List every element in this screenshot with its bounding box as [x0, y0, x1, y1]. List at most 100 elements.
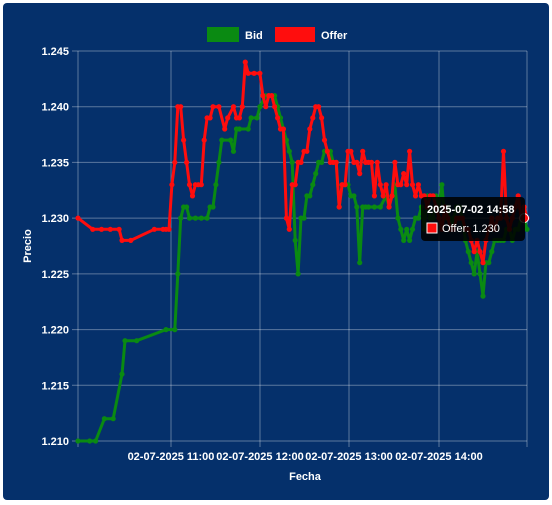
- data-point-offer[interactable]: [398, 182, 404, 188]
- data-point-offer[interactable]: [181, 137, 187, 143]
- data-point-offer[interactable]: [298, 159, 304, 165]
- data-point-offer[interactable]: [336, 204, 342, 210]
- legend-swatch-offer[interactable]: [275, 27, 315, 42]
- data-point-bid[interactable]: [409, 226, 416, 232]
- data-point-offer[interactable]: [107, 226, 113, 232]
- data-point-offer[interactable]: [184, 159, 190, 165]
- data-point-offer[interactable]: [333, 159, 339, 165]
- data-point-offer[interactable]: [409, 182, 416, 188]
- data-point-offer[interactable]: [239, 104, 245, 110]
- data-point-bid[interactable]: [354, 204, 360, 210]
- data-point-bid[interactable]: [248, 115, 254, 121]
- data-point-offer[interactable]: [128, 237, 134, 243]
- data-point-bid[interactable]: [163, 327, 169, 333]
- data-point-offer[interactable]: [98, 226, 105, 232]
- data-point-bid[interactable]: [480, 293, 486, 299]
- data-point-offer[interactable]: [407, 148, 413, 154]
- data-point-bid[interactable]: [219, 137, 225, 143]
- data-point-offer[interactable]: [389, 193, 395, 199]
- data-point-bid[interactable]: [286, 148, 292, 154]
- data-point-offer[interactable]: [310, 115, 316, 121]
- data-point-bid[interactable]: [184, 204, 190, 210]
- data-point-bid[interactable]: [295, 271, 301, 277]
- data-point-offer[interactable]: [242, 59, 248, 65]
- data-point-bid[interactable]: [192, 215, 198, 221]
- data-point-bid[interactable]: [477, 271, 483, 277]
- data-point-offer[interactable]: [380, 193, 386, 199]
- data-point-offer[interactable]: [225, 115, 231, 121]
- data-point-bid[interactable]: [257, 104, 263, 110]
- data-point-offer[interactable]: [386, 204, 392, 210]
- data-point-offer[interactable]: [316, 104, 322, 110]
- data-point-bid[interactable]: [172, 327, 178, 333]
- data-point-offer[interactable]: [178, 104, 184, 110]
- data-point-bid[interactable]: [468, 260, 474, 266]
- data-point-bid[interactable]: [210, 204, 216, 210]
- data-point-offer[interactable]: [116, 226, 122, 232]
- data-point-offer[interactable]: [272, 104, 278, 110]
- data-point-bid[interactable]: [439, 182, 445, 188]
- data-point-offer[interactable]: [357, 171, 363, 177]
- data-point-bid[interactable]: [351, 193, 357, 199]
- data-point-bid[interactable]: [404, 226, 410, 232]
- data-point-offer[interactable]: [260, 93, 266, 99]
- data-point-offer[interactable]: [222, 126, 228, 132]
- data-point-bid[interactable]: [415, 215, 421, 221]
- data-point-bid[interactable]: [254, 115, 260, 121]
- data-point-bid[interactable]: [175, 271, 181, 277]
- data-point-bid[interactable]: [407, 237, 413, 243]
- data-point-offer[interactable]: [360, 148, 366, 154]
- data-point-offer[interactable]: [342, 182, 348, 188]
- data-point-offer[interactable]: [500, 148, 507, 154]
- legend[interactable]: Bid Offer: [207, 27, 348, 42]
- data-point-offer[interactable]: [286, 226, 292, 232]
- data-point-bid[interactable]: [178, 215, 184, 221]
- data-point-bid[interactable]: [134, 338, 140, 344]
- data-point-bid[interactable]: [186, 215, 193, 221]
- data-point-bid[interactable]: [101, 416, 107, 422]
- data-point-offer[interactable]: [348, 148, 354, 154]
- data-point-bid[interactable]: [236, 126, 242, 132]
- data-point-offer[interactable]: [201, 137, 207, 143]
- data-point-bid[interactable]: [75, 438, 81, 444]
- data-point-bid[interactable]: [365, 204, 372, 210]
- data-point-offer[interactable]: [354, 159, 360, 165]
- data-point-bid[interactable]: [313, 171, 319, 177]
- data-point-offer[interactable]: [166, 226, 172, 232]
- data-point-bid[interactable]: [371, 204, 377, 210]
- data-point-offer[interactable]: [90, 226, 96, 232]
- data-point-bid[interactable]: [198, 215, 204, 221]
- data-point-offer[interactable]: [368, 159, 375, 165]
- data-point-bid[interactable]: [110, 416, 116, 422]
- data-point-bid[interactable]: [230, 148, 237, 154]
- data-point-bid[interactable]: [289, 159, 295, 165]
- data-point-bid[interactable]: [245, 126, 251, 132]
- data-point-offer[interactable]: [404, 182, 410, 188]
- legend-swatch-bid[interactable]: [207, 27, 239, 42]
- data-point-offer[interactable]: [257, 70, 263, 76]
- data-point-bid[interactable]: [401, 237, 407, 243]
- data-point-bid[interactable]: [122, 338, 128, 344]
- data-point-offer[interactable]: [283, 215, 289, 221]
- data-point-bid[interactable]: [319, 159, 325, 165]
- data-point-offer[interactable]: [216, 104, 222, 110]
- data-point-bid[interactable]: [489, 249, 495, 255]
- data-point-offer[interactable]: [412, 193, 419, 199]
- data-point-offer[interactable]: [263, 104, 269, 110]
- data-point-offer[interactable]: [198, 182, 204, 188]
- data-point-offer[interactable]: [319, 115, 325, 121]
- legend-label-bid[interactable]: Bid: [245, 30, 263, 42]
- data-point-bid[interactable]: [465, 249, 471, 255]
- data-point-bid[interactable]: [301, 215, 307, 221]
- data-point-bid[interactable]: [216, 159, 222, 165]
- data-point-offer[interactable]: [207, 115, 213, 121]
- data-point-bid[interactable]: [471, 271, 477, 277]
- data-point-offer[interactable]: [75, 215, 81, 221]
- data-point-offer[interactable]: [292, 182, 298, 188]
- data-point-offer[interactable]: [172, 159, 178, 165]
- data-point-bid[interactable]: [119, 371, 125, 377]
- data-point-offer[interactable]: [245, 70, 251, 76]
- data-point-offer[interactable]: [307, 126, 313, 132]
- price-line-chart[interactable]: 1.210 1.215 1.220 1.225 1.230 1.235 1.240 1.245…: [3, 3, 549, 500]
- data-point-bid[interactable]: [524, 226, 530, 232]
